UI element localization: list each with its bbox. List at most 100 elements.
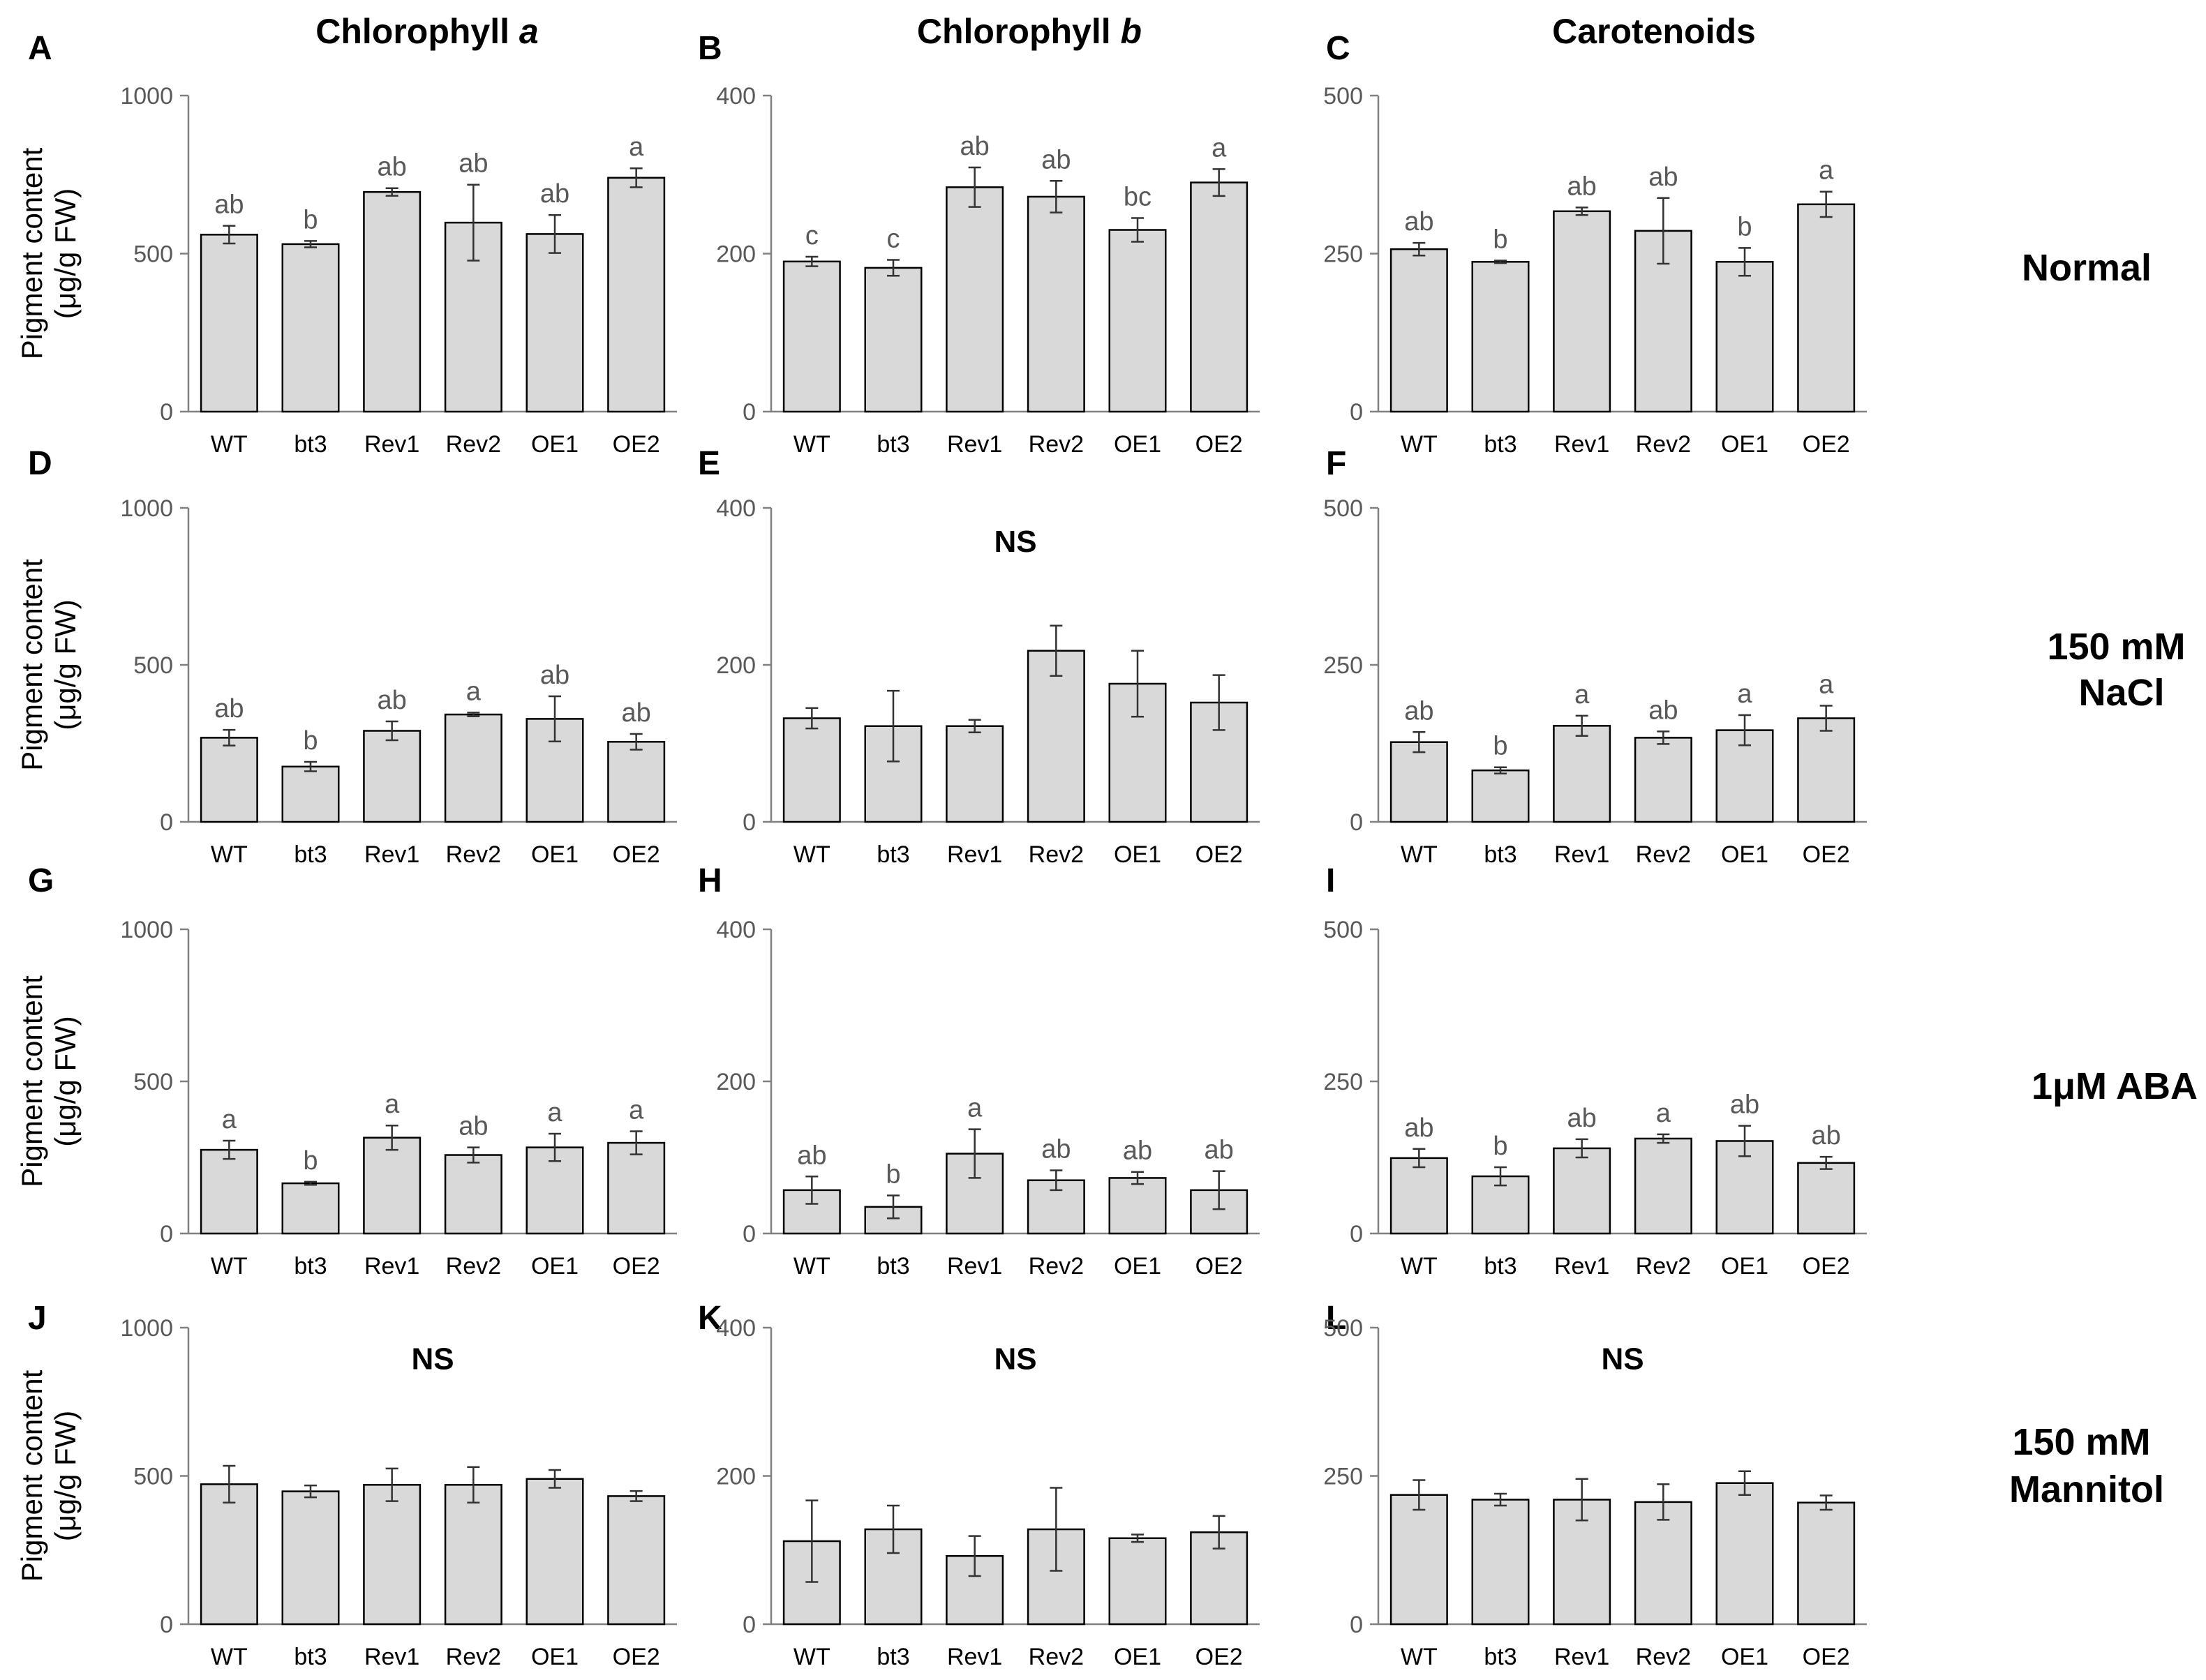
error-bar bbox=[1575, 714, 1588, 737]
error-bar bbox=[887, 259, 900, 277]
chart-panel-C: C 0 250 500 WT ab bt3 b Rev1 ab Rev2 ab OE1 b OE2 a bbox=[1323, 30, 1867, 458]
error-bar bbox=[1050, 624, 1063, 677]
error-bar bbox=[1738, 1470, 1751, 1496]
significance-letter: ab bbox=[214, 694, 244, 723]
error-bar bbox=[304, 760, 317, 772]
bar bbox=[1389, 1494, 1448, 1626]
significance-letter: ab bbox=[1567, 1104, 1597, 1133]
error-bar bbox=[805, 707, 819, 730]
significance-letter: b bbox=[303, 205, 318, 234]
significance-letter: ab bbox=[459, 1112, 488, 1141]
category-label: Rev2 bbox=[1029, 841, 1084, 868]
y-tick-label: 400 bbox=[716, 1315, 756, 1342]
axis-lines bbox=[770, 929, 1260, 1235]
y-tick-label: 500 bbox=[133, 652, 173, 679]
significance-letter: ab bbox=[1205, 1136, 1234, 1165]
category-label: bt3 bbox=[1484, 841, 1516, 868]
category-label: Rev2 bbox=[1636, 431, 1691, 458]
error-bar bbox=[1413, 1479, 1426, 1511]
error-bar bbox=[1050, 1169, 1063, 1192]
error-bar bbox=[887, 689, 900, 763]
error-bar bbox=[549, 1469, 561, 1489]
y-tick-label: 0 bbox=[1350, 399, 1363, 426]
bar bbox=[1471, 1499, 1530, 1626]
bar bbox=[1389, 741, 1448, 823]
y-tick-label: 250 bbox=[1323, 241, 1363, 268]
y-tick-label: 400 bbox=[716, 83, 756, 110]
y-tick-label: 500 bbox=[1323, 917, 1363, 943]
chart-panel-J: J 0 500 1000 Pigment content(μg/g FW) WT bt3 Re… bbox=[15, 1300, 677, 1670]
category-label: Rev2 bbox=[446, 1644, 501, 1670]
row-title-mannitol: 150 mM Mannitol bbox=[2009, 1421, 2164, 1510]
y-tick-label: 1000 bbox=[120, 1315, 173, 1342]
bar bbox=[1471, 769, 1530, 823]
error-bar bbox=[1575, 207, 1588, 216]
category-label: Rev1 bbox=[1554, 1253, 1609, 1280]
axis-lines bbox=[187, 929, 677, 1235]
significance-letter: ab bbox=[214, 190, 244, 220]
significance-letter: ab bbox=[960, 132, 990, 161]
chart-panel-I: I 0 250 500 WT ab bt3 b Rev1 ab Rev2 a OE1 ab OE2 ab bbox=[1323, 862, 1867, 1280]
category-label: bt3 bbox=[1484, 1644, 1516, 1670]
significance-letter: bc bbox=[1124, 183, 1152, 212]
bar bbox=[946, 725, 1004, 823]
category-label: WT bbox=[793, 841, 830, 868]
significance-letter: a bbox=[547, 1098, 562, 1127]
category-label: OE1 bbox=[1114, 431, 1161, 458]
ns-label: NS bbox=[411, 1342, 454, 1377]
error-bar bbox=[1131, 1533, 1144, 1543]
row-title-line: 1μM ABA bbox=[2032, 1065, 2198, 1107]
significance-letter: a bbox=[1737, 680, 1752, 709]
column-title-italic: b bbox=[1121, 12, 1142, 51]
y-axis-label-line: (μg/g FW) bbox=[49, 1411, 82, 1542]
category-label: Rev2 bbox=[446, 841, 501, 868]
category-label: Rev1 bbox=[1554, 1644, 1609, 1670]
bar bbox=[782, 717, 841, 823]
category-label: OE2 bbox=[613, 1253, 660, 1280]
bar bbox=[946, 186, 1004, 413]
error-bar bbox=[1738, 1125, 1751, 1157]
category-label: WT bbox=[793, 1644, 830, 1670]
category-label: WT bbox=[1401, 1644, 1438, 1670]
category-label: OE1 bbox=[1114, 1253, 1161, 1280]
error-bar bbox=[1575, 1138, 1588, 1159]
category-label: OE2 bbox=[613, 431, 660, 458]
row-title-normal: Normal bbox=[2022, 247, 2152, 289]
error-bar bbox=[805, 255, 819, 267]
axis-lines bbox=[770, 96, 1260, 413]
y-axis-label: Pigment content(μg/g FW) bbox=[15, 147, 82, 359]
significance-letter: ab bbox=[1404, 1113, 1433, 1143]
significance-letter: a bbox=[222, 1105, 237, 1134]
ns-label: NS bbox=[994, 525, 1036, 559]
error-bar bbox=[1657, 1483, 1670, 1521]
significance-letter: ab bbox=[1730, 1090, 1759, 1120]
error-bar bbox=[467, 1146, 480, 1164]
y-tick-label: 250 bbox=[1323, 1069, 1363, 1095]
bar bbox=[782, 260, 841, 413]
bar bbox=[1634, 1501, 1692, 1626]
row-title-line: NaCl bbox=[2078, 672, 2164, 714]
y-axis-label-line: Pigment content bbox=[15, 147, 48, 359]
category-label: bt3 bbox=[877, 431, 909, 458]
row-title-line: Mannitol bbox=[2009, 1469, 2164, 1510]
bar bbox=[281, 243, 340, 413]
error-bar bbox=[968, 166, 981, 208]
category-label: Rev1 bbox=[947, 1253, 1002, 1280]
axis-lines bbox=[187, 508, 677, 823]
bar bbox=[1553, 725, 1611, 823]
error-bar bbox=[223, 1139, 236, 1160]
chart-panel-L: L 0 250 500 WT bt3 Rev1 Rev2 OE1 OE2 NS bbox=[1323, 1300, 1867, 1670]
row-title-aba: 1μM ABA bbox=[2032, 1065, 2198, 1107]
y-tick-label: 250 bbox=[1323, 652, 1363, 679]
y-tick-label: 0 bbox=[743, 809, 756, 836]
error-bar bbox=[1494, 766, 1507, 774]
error-bar bbox=[1212, 1515, 1225, 1550]
bar bbox=[1553, 210, 1611, 413]
category-label: Rev1 bbox=[364, 1253, 419, 1280]
error-bar bbox=[223, 225, 236, 245]
significance-letter: ab bbox=[1123, 1137, 1152, 1166]
category-label: OE1 bbox=[1721, 1253, 1768, 1280]
category-label: WT bbox=[1401, 841, 1438, 868]
error-bar bbox=[385, 720, 398, 742]
